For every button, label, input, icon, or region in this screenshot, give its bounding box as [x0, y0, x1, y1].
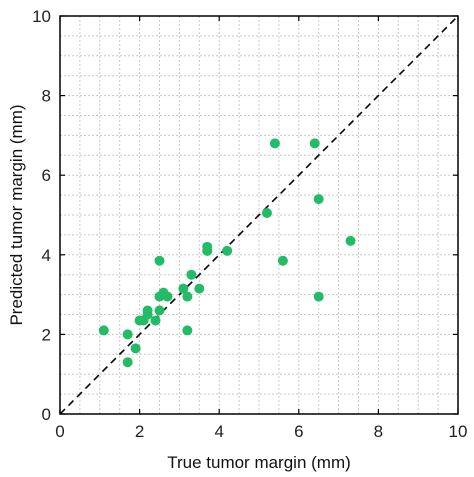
x-tick-label: 0 — [55, 422, 64, 441]
data-point — [98, 325, 109, 336]
x-tick-label: 10 — [449, 422, 468, 441]
data-point — [178, 283, 189, 294]
y-tick-label: 6 — [42, 166, 51, 185]
data-point — [162, 291, 173, 302]
data-point — [261, 208, 272, 219]
y-tick-label: 4 — [42, 246, 51, 265]
data-point — [277, 255, 288, 266]
data-point — [154, 255, 165, 266]
x-tick-label: 8 — [374, 422, 383, 441]
data-point — [130, 343, 141, 354]
data-point — [182, 291, 193, 302]
plot-frame — [59, 15, 459, 415]
y-tick-label: 2 — [42, 325, 51, 344]
data-point — [202, 245, 213, 256]
data-point — [186, 269, 197, 280]
identity-reference-line — [59, 15, 459, 415]
data-point — [269, 138, 280, 149]
y-tick-label: 8 — [42, 87, 51, 106]
data-point — [313, 194, 324, 205]
data-point — [150, 315, 161, 326]
y-tick-label: 10 — [32, 7, 51, 26]
y-axis-title: Predicted tumor margin (mm) — [7, 104, 26, 325]
x-tick-label: 4 — [214, 422, 223, 441]
y-tick-label: 0 — [42, 405, 51, 424]
x-axis-title: True tumor margin (mm) — [167, 453, 351, 472]
data-point — [222, 245, 233, 256]
data-point — [122, 329, 133, 340]
axis-ticks: 0 2 4 6 8 10 0 2 4 6 8 10 — [32, 7, 467, 441]
x-tick-label: 6 — [294, 422, 303, 441]
data-point — [154, 305, 165, 316]
data-point — [309, 138, 320, 149]
data-point — [122, 357, 133, 368]
data-points — [98, 138, 356, 368]
data-point — [313, 291, 324, 302]
x-tick-label: 2 — [135, 422, 144, 441]
data-point — [142, 305, 153, 316]
data-point — [345, 235, 356, 246]
data-point — [182, 325, 193, 336]
data-point — [194, 283, 205, 294]
